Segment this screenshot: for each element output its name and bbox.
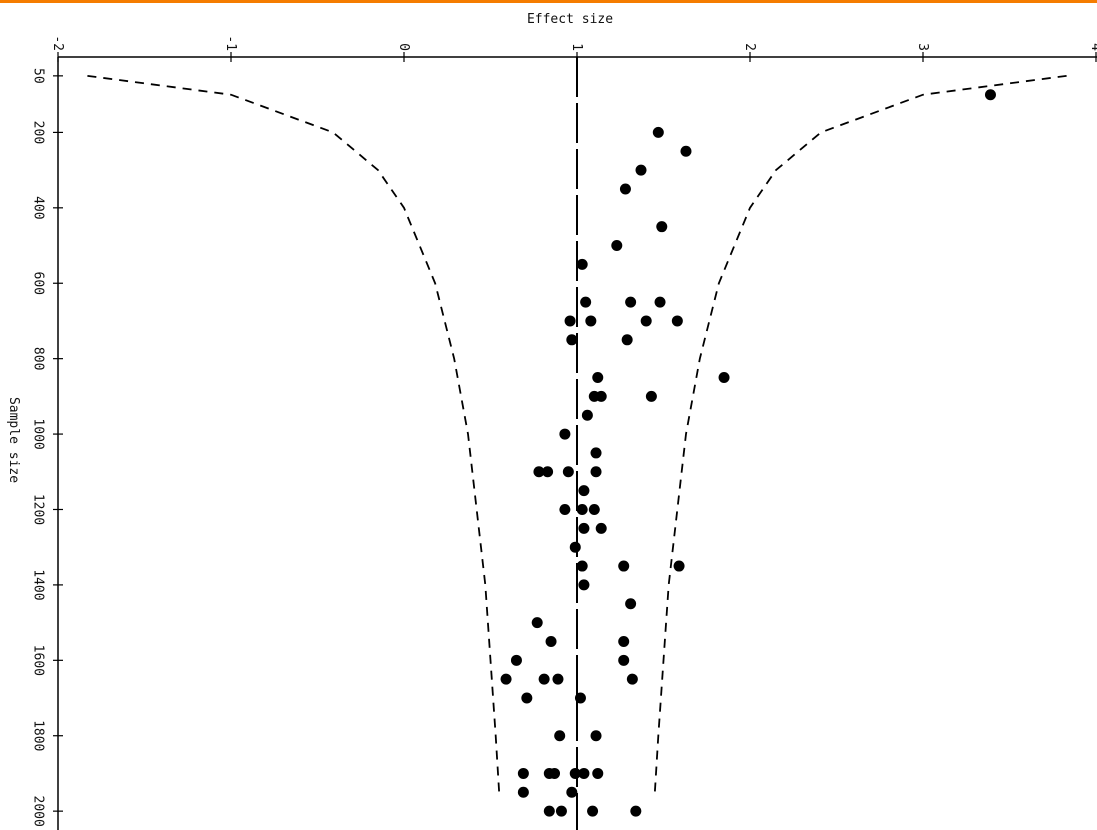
point bbox=[611, 240, 623, 252]
point bbox=[590, 730, 602, 742]
point bbox=[640, 315, 652, 327]
point bbox=[587, 805, 599, 817]
y-tick-label: 400 bbox=[31, 196, 46, 219]
point bbox=[549, 767, 561, 779]
y-tick-label: 200 bbox=[31, 121, 46, 144]
point bbox=[625, 598, 637, 610]
point bbox=[592, 372, 604, 384]
point bbox=[510, 654, 522, 666]
point bbox=[517, 767, 529, 779]
point bbox=[576, 503, 588, 515]
point bbox=[542, 466, 554, 478]
y-tick-label: 1800 bbox=[31, 720, 46, 751]
point bbox=[652, 126, 664, 138]
y-tick-label: 1200 bbox=[31, 494, 46, 525]
point bbox=[595, 522, 607, 534]
point bbox=[555, 805, 567, 817]
x-tick-label: -1 bbox=[223, 35, 238, 51]
point bbox=[578, 485, 590, 497]
point bbox=[588, 503, 600, 515]
point bbox=[625, 296, 637, 308]
point bbox=[578, 767, 590, 779]
point bbox=[619, 183, 631, 195]
y-tick-label: 1400 bbox=[31, 569, 46, 600]
point bbox=[618, 654, 630, 666]
point bbox=[578, 579, 590, 591]
x-tick-label: 4 bbox=[1088, 43, 1097, 51]
point bbox=[559, 428, 571, 440]
point bbox=[574, 692, 586, 704]
point bbox=[581, 409, 593, 421]
point bbox=[595, 390, 607, 402]
point bbox=[585, 315, 597, 327]
y-tick-label: 1600 bbox=[31, 645, 46, 676]
y-tick-label: 600 bbox=[31, 272, 46, 295]
point bbox=[654, 296, 666, 308]
point bbox=[500, 673, 512, 685]
point bbox=[621, 334, 633, 346]
point bbox=[543, 805, 555, 817]
funnel-curve bbox=[653, 74, 1067, 793]
y-tick-label: 50 bbox=[31, 68, 46, 84]
point bbox=[569, 767, 581, 779]
point bbox=[656, 221, 668, 233]
top-bar bbox=[0, 0, 1097, 3]
point bbox=[671, 315, 683, 327]
x-tick-label: 1 bbox=[569, 43, 584, 51]
point bbox=[635, 164, 647, 176]
point bbox=[680, 145, 692, 157]
x-tick-label: -2 bbox=[50, 35, 65, 51]
point bbox=[533, 466, 545, 478]
point bbox=[576, 258, 588, 270]
point bbox=[559, 503, 571, 515]
point bbox=[538, 673, 550, 685]
point bbox=[645, 390, 657, 402]
point bbox=[566, 786, 578, 798]
point bbox=[618, 635, 630, 647]
point bbox=[545, 635, 557, 647]
point bbox=[618, 560, 630, 572]
point bbox=[673, 560, 685, 572]
x-tick-label: 2 bbox=[742, 43, 757, 51]
point bbox=[590, 466, 602, 478]
point bbox=[578, 522, 590, 534]
x-tick-label: 3 bbox=[915, 43, 930, 51]
chart-title: Effect size bbox=[527, 12, 613, 27]
point bbox=[521, 692, 533, 704]
point bbox=[580, 296, 592, 308]
x-tick-label: 0 bbox=[396, 43, 411, 51]
y-axis-label: Sample size bbox=[6, 397, 21, 483]
funnel-curve bbox=[87, 74, 501, 793]
point bbox=[984, 89, 996, 101]
point bbox=[566, 334, 578, 346]
point bbox=[564, 315, 576, 327]
point bbox=[590, 447, 602, 459]
point bbox=[576, 560, 588, 572]
point bbox=[517, 786, 529, 798]
y-tick-label: 2000 bbox=[31, 795, 46, 826]
point bbox=[552, 673, 564, 685]
y-tick-label: 800 bbox=[31, 347, 46, 370]
point bbox=[531, 617, 543, 629]
point bbox=[569, 541, 581, 553]
point bbox=[562, 466, 574, 478]
point bbox=[626, 673, 638, 685]
point bbox=[718, 372, 730, 384]
point bbox=[630, 805, 642, 817]
point bbox=[592, 767, 604, 779]
point bbox=[554, 730, 566, 742]
y-tick-label: 1000 bbox=[31, 418, 46, 449]
